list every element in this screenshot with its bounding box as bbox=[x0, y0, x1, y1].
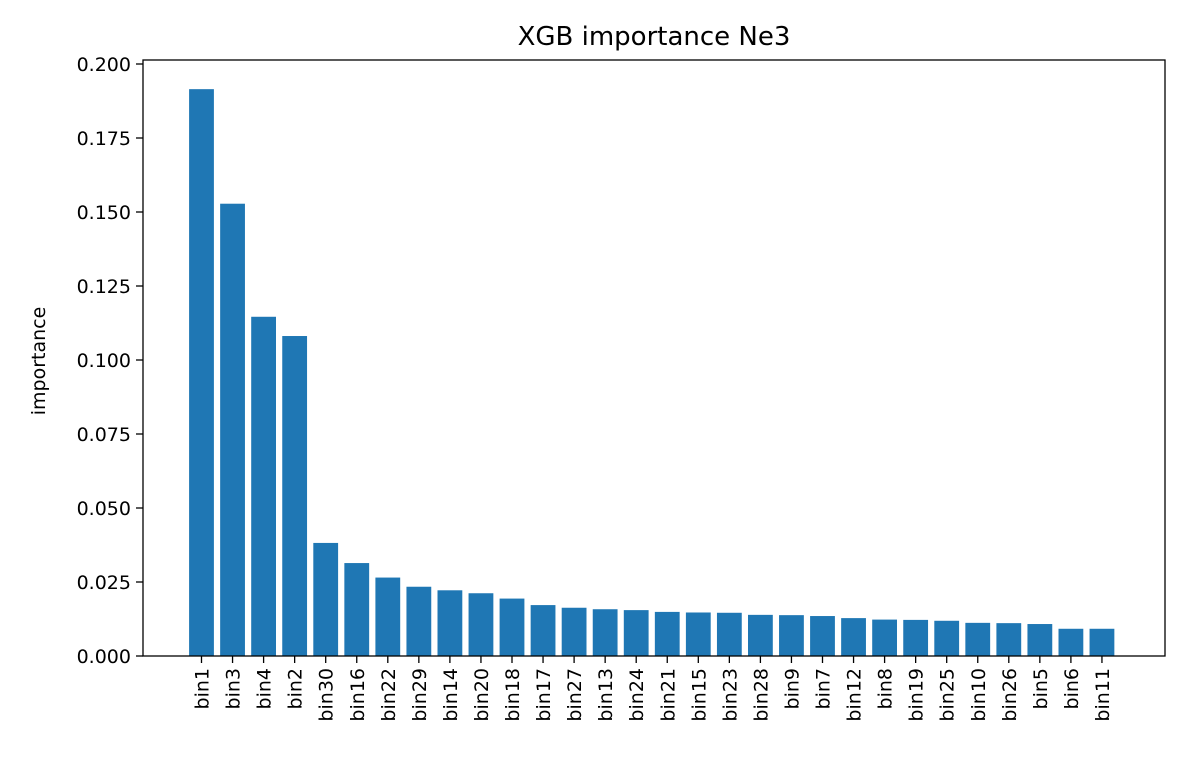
x-tick-label: bin29 bbox=[409, 668, 431, 722]
x-tick-label: bin7 bbox=[813, 668, 835, 709]
x-tick-label: bin6 bbox=[1061, 668, 1083, 709]
bar-bin19 bbox=[903, 619, 929, 656]
x-tick-label: bin22 bbox=[378, 668, 400, 722]
x-tick-label: bin24 bbox=[626, 668, 648, 722]
bar-bin28 bbox=[748, 614, 773, 656]
bar-bin29 bbox=[406, 586, 432, 656]
bar-bin8 bbox=[872, 619, 897, 656]
x-tick-label: bin1 bbox=[192, 668, 214, 709]
bar-bin1 bbox=[189, 89, 214, 656]
x-tick-label: bin12 bbox=[844, 668, 866, 722]
bar-bin9 bbox=[779, 615, 804, 656]
bar-bin17 bbox=[530, 605, 556, 656]
bar-bin16 bbox=[344, 563, 370, 656]
y-tick-label: 0.025 bbox=[77, 572, 131, 594]
bar-bin14 bbox=[437, 590, 463, 656]
bar-bin22 bbox=[375, 577, 401, 656]
bar-bin12 bbox=[841, 618, 866, 656]
plot-frame bbox=[142, 59, 1166, 657]
x-tick-label: bin25 bbox=[937, 668, 959, 722]
y-axis-label: importance bbox=[28, 307, 50, 416]
x-tick-label: bin15 bbox=[688, 668, 710, 722]
bar-bin23 bbox=[716, 612, 742, 656]
x-tick-label: bin3 bbox=[223, 668, 245, 709]
y-tick-label: 0.050 bbox=[77, 498, 131, 520]
bar-bin3 bbox=[220, 203, 245, 656]
x-tick-label: bin10 bbox=[968, 668, 990, 722]
x-tick-label: bin9 bbox=[781, 668, 803, 709]
x-tick-label: bin21 bbox=[657, 668, 679, 722]
bar-bin10 bbox=[965, 622, 991, 656]
bar-bin30 bbox=[313, 542, 339, 656]
bar-bin6 bbox=[1058, 628, 1084, 656]
bar-bin26 bbox=[996, 623, 1022, 656]
bar-bin15 bbox=[685, 612, 711, 656]
bar-bin11 bbox=[1089, 628, 1115, 656]
x-ticks-group: bin1 bin3 bin4 bin2 bin30 bin16 bin22 bin29 bin1… bbox=[192, 656, 1114, 722]
x-tick-label: bin11 bbox=[1092, 668, 1114, 722]
bar-bin4 bbox=[251, 316, 276, 656]
chart-title: XGB importance Ne3 bbox=[518, 22, 791, 52]
y-tick-label: 0.150 bbox=[77, 202, 131, 224]
bar-bin21 bbox=[654, 611, 680, 656]
bar-bin13 bbox=[592, 609, 618, 656]
y-tick-label: 0.000 bbox=[77, 646, 131, 668]
x-tick-label: bin26 bbox=[999, 668, 1021, 722]
x-tick-label: bin30 bbox=[316, 668, 338, 722]
bar-bin7 bbox=[810, 616, 835, 656]
bar-bin2 bbox=[282, 336, 308, 656]
bar-bin18 bbox=[499, 598, 525, 656]
x-tick-label: bin16 bbox=[347, 668, 369, 722]
x-tick-label: bin13 bbox=[595, 668, 617, 722]
x-tick-label: bin14 bbox=[440, 668, 462, 722]
bars-group bbox=[189, 89, 1115, 656]
bar-bin24 bbox=[623, 610, 649, 656]
x-tick-label: bin28 bbox=[750, 668, 772, 722]
x-tick-label: bin4 bbox=[254, 668, 276, 709]
y-ticks-group: 0.000 0.025 0.050 0.075 0.100 0.125 0.150 0.175… bbox=[77, 54, 143, 668]
bar-bin20 bbox=[468, 593, 494, 656]
x-tick-label: bin19 bbox=[906, 668, 928, 722]
x-tick-label: bin20 bbox=[471, 668, 493, 722]
x-tick-label: bin23 bbox=[719, 668, 741, 722]
x-tick-label: bin8 bbox=[875, 668, 897, 709]
bar-bin27 bbox=[561, 607, 587, 656]
y-tick-label: 0.075 bbox=[77, 424, 131, 446]
y-tick-label: 0.200 bbox=[77, 54, 131, 76]
y-tick-label: 0.175 bbox=[77, 128, 131, 150]
y-tick-label: 0.125 bbox=[77, 276, 131, 298]
x-tick-label: bin18 bbox=[502, 668, 524, 722]
bar-bin5 bbox=[1027, 624, 1053, 656]
x-tick-label: bin5 bbox=[1030, 668, 1052, 709]
x-tick-label: bin17 bbox=[533, 668, 555, 722]
x-tick-label: bin2 bbox=[285, 668, 307, 709]
y-tick-label: 0.100 bbox=[77, 350, 131, 372]
x-tick-label: bin27 bbox=[564, 668, 586, 722]
bar-bin25 bbox=[934, 620, 960, 656]
